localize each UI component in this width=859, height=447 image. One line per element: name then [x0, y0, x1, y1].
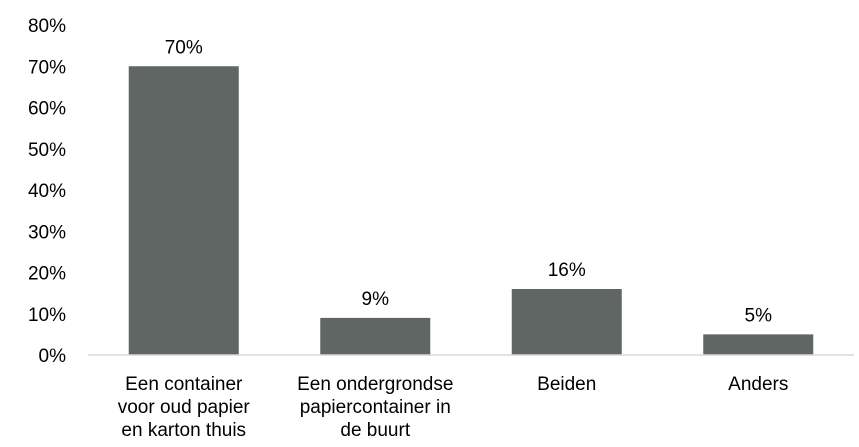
y-tick-label: 20%	[28, 264, 66, 285]
x-category-label: en karton thuis	[121, 420, 246, 441]
y-tick-label: 40%	[28, 181, 66, 202]
x-category-label: de buurt	[340, 420, 410, 441]
y-tick-label: 70%	[28, 57, 66, 78]
bar-data-label: 70%	[165, 37, 203, 58]
x-category-label: Een container	[125, 374, 243, 395]
bar-data-label: 9%	[362, 289, 390, 310]
y-axis-ticks: 0% 10% 20% 30% 40% 50% 60% 70% 80%	[28, 16, 66, 367]
data-labels: 70% 9% 16% 5%	[165, 37, 772, 326]
y-tick-label: 0%	[39, 346, 67, 367]
y-tick-label: 50%	[28, 140, 66, 161]
bar	[703, 334, 814, 355]
bar	[128, 66, 239, 355]
bar-data-label: 16%	[548, 260, 586, 281]
x-category-label: voor oud papier	[118, 397, 251, 418]
bars	[128, 66, 814, 355]
bar	[320, 317, 431, 355]
bar	[511, 289, 622, 355]
x-category-label: Anders	[728, 374, 788, 395]
y-tick-label: 10%	[28, 305, 66, 326]
x-category-label: papiercontainer in	[300, 397, 451, 418]
x-category-label: Een ondergrondse	[297, 374, 453, 395]
x-category-label: Beiden	[537, 374, 596, 395]
y-tick-label: 80%	[28, 16, 66, 37]
y-tick-label: 30%	[28, 222, 66, 243]
y-tick-label: 60%	[28, 99, 66, 120]
bar-data-label: 5%	[745, 305, 773, 326]
